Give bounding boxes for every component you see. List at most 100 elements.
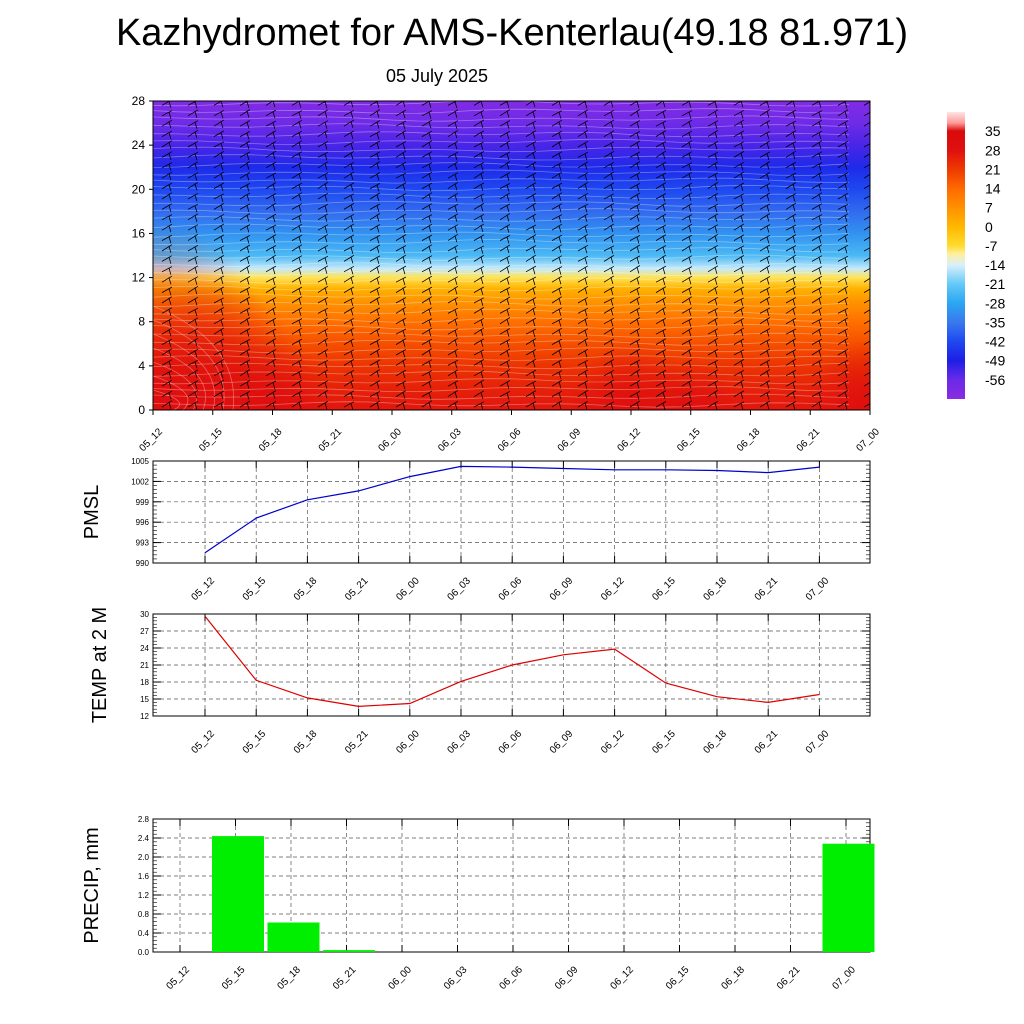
wind-barb [863, 164, 870, 169]
x-tick-label: 07_00 [831, 964, 859, 992]
wind-barb [551, 275, 563, 285]
wind-barb [473, 379, 485, 389]
wind-barb [369, 183, 381, 192]
wind-barb [161, 182, 173, 192]
wind-barb [785, 202, 797, 212]
x-tick-label: 06_06 [497, 728, 525, 756]
wind-barb [369, 307, 381, 317]
wind-barb [161, 234, 173, 244]
y-tick-label: 21 [140, 661, 149, 670]
contour-line [153, 375, 189, 410]
wind-barb [837, 285, 849, 295]
wind-barb [863, 236, 870, 241]
wind-barb [863, 153, 870, 158]
wind-barb [239, 203, 251, 213]
wind-barb [473, 119, 485, 129]
wind-barb [499, 120, 511, 129]
wind-barb [395, 297, 407, 306]
wind-barb [213, 193, 225, 202]
wind-barb [499, 255, 511, 265]
wind-barb [239, 400, 251, 410]
wind-barb [577, 120, 589, 129]
colorbar-label: -56 [985, 372, 1005, 388]
wind-barb [837, 109, 849, 118]
wind-barb [707, 307, 719, 317]
wind-barb [343, 234, 355, 244]
wind-barb [525, 306, 537, 316]
wind-barb [421, 266, 433, 275]
wind-barb [707, 172, 719, 181]
wind-barb [187, 307, 199, 317]
wind-barb [291, 307, 303, 316]
wind-barb [213, 255, 225, 264]
wind-barb [239, 183, 251, 192]
wind-barb [421, 151, 433, 160]
wind-barb [525, 224, 537, 234]
wind-barb [811, 275, 823, 285]
wind-barb [447, 203, 459, 213]
wind-barb [291, 203, 303, 212]
wind-barb [577, 109, 589, 118]
wind-barb [811, 214, 823, 223]
wind-barb [161, 296, 173, 305]
wind-barb [811, 348, 823, 357]
wind-barb [863, 329, 870, 335]
wind-barb [863, 257, 870, 262]
wind-barb [655, 234, 667, 243]
x-tick-label: 06_03 [446, 728, 474, 756]
wind-barb [863, 101, 870, 106]
wind-barb [577, 265, 589, 274]
wind-barb [863, 309, 870, 314]
wind-barb [603, 317, 615, 327]
wind-barb [369, 140, 381, 150]
wind-barb [707, 389, 719, 399]
y-tick-label: 12 [140, 712, 149, 721]
wind-barb [525, 369, 537, 379]
x-tick-label: 06_03 [446, 575, 474, 603]
wind-barb [811, 390, 823, 400]
wind-barb [603, 265, 615, 275]
contour-line [153, 389, 180, 410]
wind-barb [811, 307, 823, 316]
wind-barb [265, 193, 277, 202]
x-tick-label: 05_18 [292, 728, 320, 756]
y-tick-label: 0 [138, 403, 145, 417]
wind-barb [525, 172, 537, 182]
wind-barb [837, 224, 849, 233]
wind-barb [421, 223, 433, 233]
wind-barb [369, 235, 381, 244]
wind-barb [525, 109, 537, 119]
wind-barb [291, 182, 303, 192]
wind-barb [707, 244, 719, 254]
y-tick-label: 2.8 [138, 815, 150, 824]
wind-barb [473, 275, 485, 285]
wind-barb [395, 380, 407, 390]
wind-barb [473, 203, 485, 212]
x-tick-label: 06_06 [498, 964, 526, 992]
wind-barb [421, 101, 432, 108]
wind-barb [551, 110, 563, 119]
wind-barb [785, 328, 797, 338]
wind-barb [395, 182, 407, 191]
wind-barb [291, 101, 302, 108]
wind-barb [733, 193, 745, 202]
wind-barb [369, 120, 381, 129]
wind-barb [733, 245, 745, 254]
y-axis-label: PRECIP, mm [81, 827, 103, 943]
x-tick-label: 06_15 [675, 426, 703, 454]
wind-barb [733, 275, 745, 285]
wind-barb [681, 348, 693, 357]
x-tick-label: 07_00 [804, 575, 832, 603]
wind-barb [343, 109, 355, 119]
wind-barb [785, 286, 797, 295]
wind-barb [291, 400, 303, 409]
wind-barb [499, 101, 510, 109]
x-tick-label: 05_21 [343, 728, 371, 756]
wind-barb [785, 234, 797, 243]
wind-barb [525, 161, 537, 171]
temp-series-line [204, 615, 820, 708]
wind-barb [629, 151, 641, 161]
wind-barb [317, 359, 329, 369]
wind-barb [629, 307, 641, 317]
